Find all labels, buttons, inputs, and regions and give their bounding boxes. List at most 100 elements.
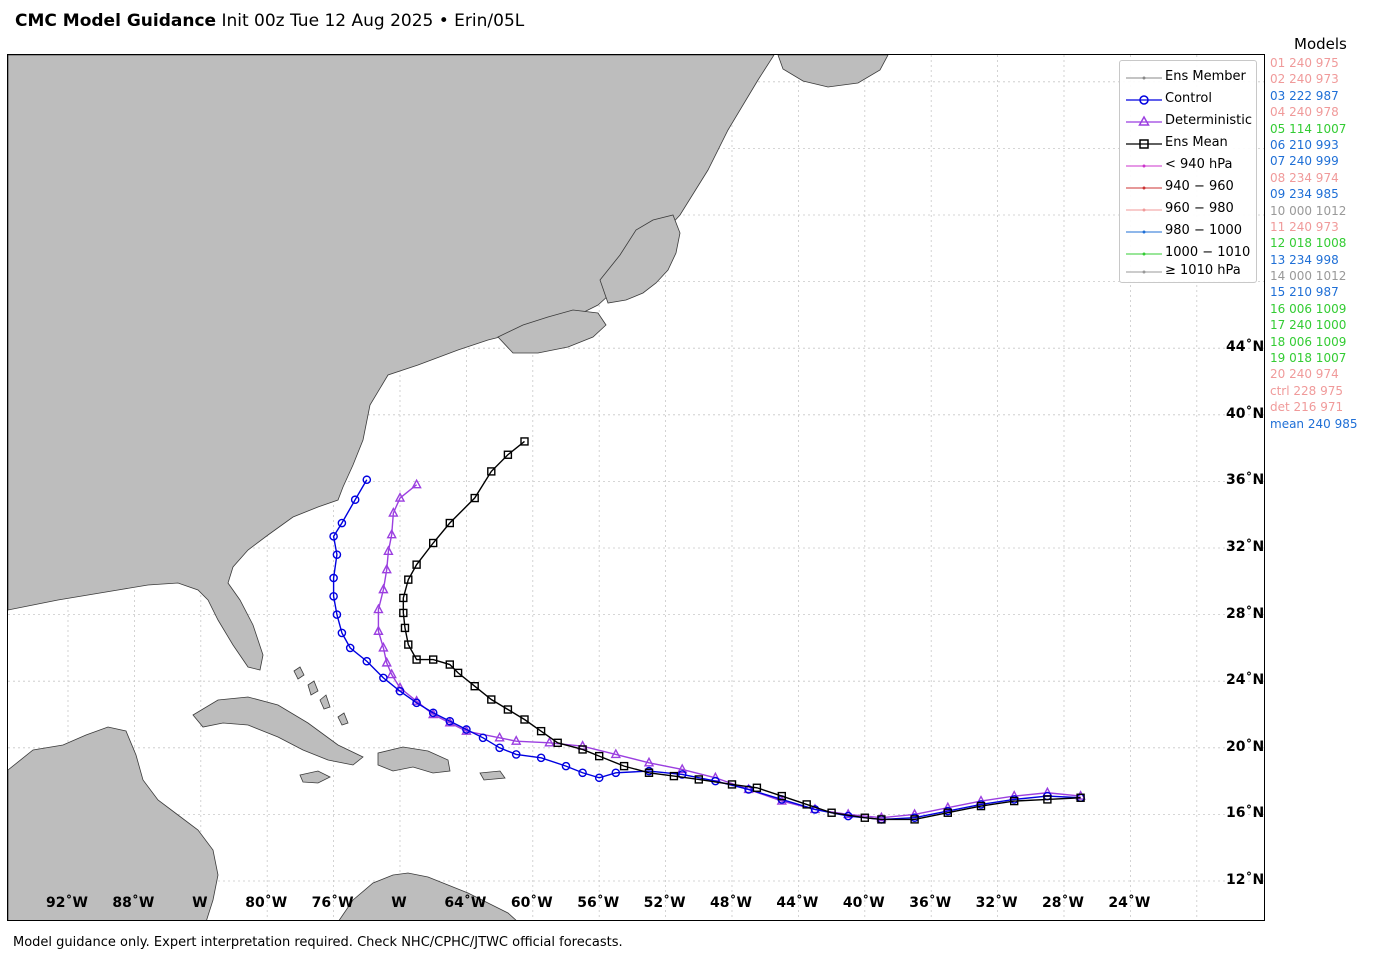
longitude-label: 92˚W: [46, 895, 88, 911]
longitude-label: 80˚W: [245, 895, 288, 911]
ens-mean-track-point: [429, 655, 438, 664]
legend-ens-member: Ens Member: [1120, 68, 1256, 88]
ens-mean-track-point: [412, 560, 421, 569]
land-cuba: [192, 696, 364, 766]
deterministic-track-point: [378, 583, 389, 594]
ens-mean-track-point: [578, 745, 587, 754]
model-entry: 10 000 1012: [1270, 203, 1347, 218]
control-track-point: [350, 495, 360, 505]
model-entry: 12 018 1008: [1270, 236, 1347, 251]
page-title: CMC Model Guidance Init 00z Tue 12 Aug 2…: [15, 11, 524, 31]
deterministic-track-point: [643, 756, 655, 767]
control-track-point: [478, 733, 488, 743]
deterministic-track-point: [373, 603, 384, 614]
ens-mean-track-point: [503, 705, 513, 714]
deterministic-track: [373, 478, 1086, 822]
deterministic-track-point: [381, 656, 392, 667]
land-puerto-rico: [479, 770, 506, 781]
latitude-label: 16˚N: [1226, 805, 1265, 822]
control-track-point: [611, 768, 621, 778]
ens-mean-track-point: [910, 815, 919, 824]
land-masses: [8, 55, 889, 920]
deterministic-track-point: [677, 763, 688, 774]
ens-mean-track-point: [644, 768, 654, 777]
control-track-point: [332, 610, 342, 619]
legend-label: < 940 hPa: [1165, 157, 1233, 172]
model-entry: 04 240 978: [1270, 105, 1339, 120]
legend-label: 1000 − 1010: [1165, 245, 1251, 260]
disclaimer-footer: Model guidance only. Expert interpretati…: [13, 935, 623, 950]
latitude-label: 36˚N: [1226, 472, 1265, 489]
ens-mean-track-point: [503, 450, 513, 459]
model-entry: 08 234 974: [1270, 170, 1339, 185]
ens-mean-track-point: [727, 780, 737, 789]
control-track-point: [412, 698, 421, 708]
ens-mean-track-point: [1010, 796, 1019, 806]
model-entry: 20 240 974: [1270, 367, 1339, 382]
latitude-label: 44˚N: [1226, 339, 1265, 356]
control-track-point: [495, 743, 504, 753]
longitude-label: 32˚W: [975, 895, 1018, 911]
latitude-label: 20˚N: [1226, 738, 1265, 755]
ens-mean-track: [399, 437, 1085, 824]
legend-label: Ens Mean: [1165, 135, 1228, 150]
legend-960-980: 960 − 980: [1120, 200, 1256, 220]
land-north-america: [8, 55, 775, 671]
ens-mean-track-point: [470, 493, 479, 503]
legend-ens-mean: Ens Mean: [1120, 134, 1256, 154]
model-entry: ctrl 228 975: [1270, 383, 1344, 398]
land-bahamas: [293, 666, 349, 726]
longitude-label: 88˚W: [112, 895, 155, 911]
model-entry: 19 018 1007: [1270, 351, 1347, 366]
legend-ge1010: ≥ 1010 hPa: [1120, 262, 1256, 282]
deterministic-track-point: [381, 563, 392, 574]
legend-label: 940 − 960: [1165, 179, 1234, 194]
map-canvas[interactable]: [8, 55, 1265, 921]
model-entry: mean 240 985: [1270, 416, 1358, 431]
control-track-point: [362, 656, 372, 666]
control-track-point: [329, 532, 338, 541]
model-entry: 09 234 985: [1270, 187, 1339, 202]
legend-control: Control: [1120, 90, 1256, 110]
land-central-america: [8, 726, 219, 920]
ens-mean-track-point: [595, 751, 604, 761]
legend-label: Control: [1165, 91, 1212, 106]
ens-mean-track-point: [445, 660, 454, 669]
legend-label: 960 − 980: [1165, 201, 1234, 216]
ens-mean-track-point: [777, 791, 786, 801]
latitude-label: 12˚N: [1226, 872, 1265, 888]
control-track-point: [536, 753, 546, 763]
control-track-point: [744, 785, 753, 794]
deterministic-track-point: [386, 668, 397, 679]
ens-mean-track-point: [669, 771, 679, 781]
ens-mean-track-point: [943, 808, 952, 817]
ens-mean-track-point: [429, 538, 438, 548]
model-entry: 17 240 1000: [1270, 318, 1347, 333]
longitude-label: 64˚W: [444, 895, 487, 911]
control-track-point: [337, 518, 347, 528]
longitude-label: 28˚W: [1042, 895, 1084, 911]
pressure-line-icon: [1126, 252, 1162, 256]
deterministic-track-point: [610, 748, 621, 759]
control-track-point: [462, 725, 471, 734]
deterministic-track-point: [373, 625, 384, 635]
map-panel[interactable]: [7, 54, 1265, 921]
longitude-label: 44˚W: [776, 895, 819, 911]
square-marker-icon: [1126, 139, 1162, 149]
control-track-point: [329, 591, 338, 601]
ens-mean-track-point: [520, 715, 529, 724]
ens-mean-track-point: [520, 437, 529, 446]
pressure-line-icon: [1126, 230, 1162, 234]
pressure-line-icon: [1126, 208, 1162, 212]
deterministic-track-point: [383, 545, 394, 556]
model-entry: 01 240 975: [1270, 56, 1339, 70]
longitude-label: 76˚W: [311, 895, 354, 911]
legend-label: Ens Member: [1165, 69, 1246, 84]
control-track-point: [379, 673, 388, 683]
latitude-label: 28˚N: [1226, 605, 1265, 622]
model-entry: 18 006 1009: [1270, 334, 1347, 349]
latitude-label: 40˚N: [1226, 405, 1265, 422]
control-track-point: [362, 475, 372, 485]
control-track-point: [337, 628, 347, 638]
ens-mean-track-point: [445, 518, 454, 528]
